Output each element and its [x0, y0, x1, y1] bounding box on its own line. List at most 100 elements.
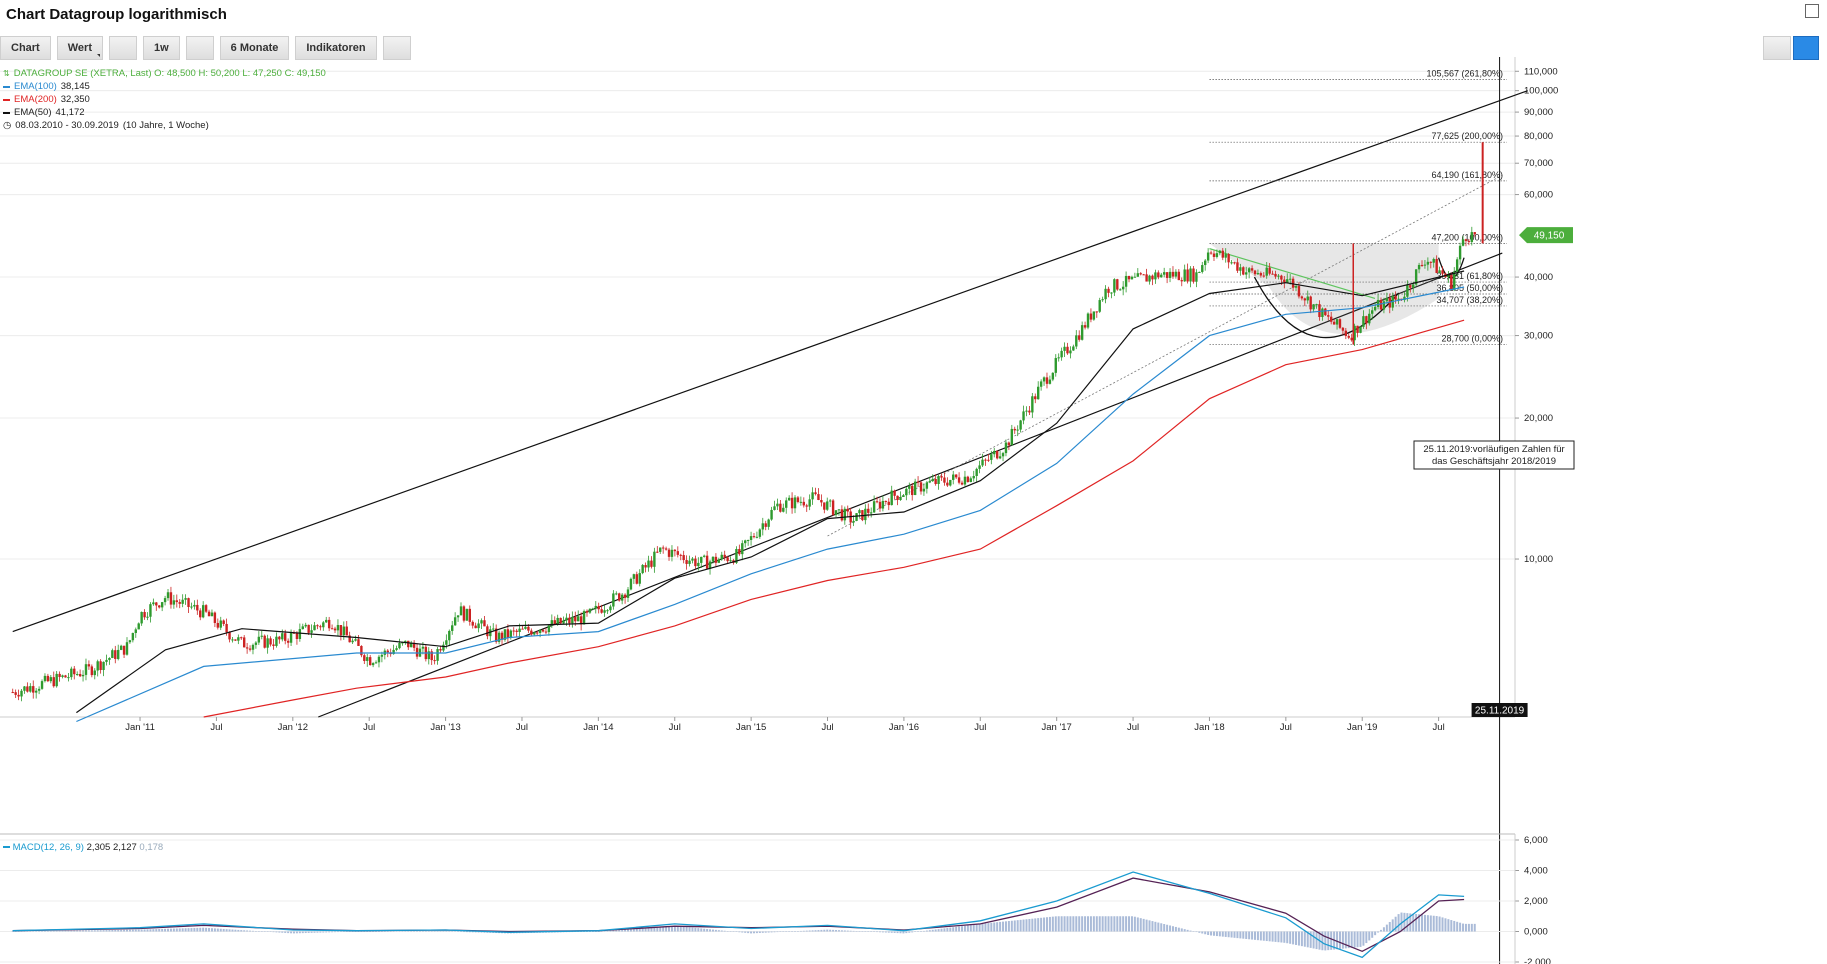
candle-body	[436, 649, 439, 661]
wert-menu-button[interactable]: Wert	[56, 36, 103, 60]
macd-histogram-bar	[1371, 931, 1374, 938]
macd-histogram-bar	[1160, 923, 1163, 932]
candle-body	[339, 625, 343, 636]
candle-body	[1414, 269, 1418, 285]
macd-histogram-bar	[46, 930, 49, 932]
candle-body	[512, 630, 515, 632]
candle-body	[1233, 262, 1236, 264]
candle-body	[902, 495, 905, 498]
macd-histogram-bar	[934, 929, 937, 932]
candle-body	[875, 501, 879, 503]
y-tick-label: 100,000	[1524, 86, 1558, 97]
interval-button[interactable]: 1w	[142, 36, 180, 60]
candle-body	[814, 492, 817, 495]
view-option-active-button[interactable]	[1793, 36, 1819, 60]
macd-histogram-bar	[418, 931, 421, 932]
candle-body	[111, 650, 114, 658]
macd-histogram-bar	[905, 931, 908, 934]
macd-histogram-bar	[231, 929, 234, 932]
candle-body	[805, 505, 808, 507]
macd-histogram-bar	[656, 927, 659, 932]
indicators-button[interactable]: Indikatoren	[295, 36, 377, 60]
macd-histogram-bar	[876, 931, 879, 933]
candle-body	[708, 561, 712, 569]
candle-body	[1130, 276, 1134, 280]
macd-histogram-bar	[799, 930, 802, 932]
candle-body	[867, 508, 870, 513]
candle-body	[34, 690, 38, 693]
candle-body	[823, 502, 826, 510]
candle-body	[893, 490, 896, 496]
clock-icon: ◷	[3, 120, 12, 131]
blank-button[interactable]	[185, 36, 214, 60]
macd-histogram-bar	[682, 926, 685, 932]
macd-histogram-bar	[1397, 914, 1400, 932]
blank-button[interactable]	[382, 36, 411, 60]
range-button[interactable]: 6 Monate	[219, 36, 290, 60]
macd-histogram-bar	[445, 931, 448, 932]
macd-histogram-bar	[1207, 931, 1210, 935]
chevron-down-icon	[96, 54, 100, 57]
macd-histogram-bar	[717, 930, 720, 932]
candle-body	[758, 529, 762, 537]
macd-histogram-bar	[313, 931, 316, 933]
macd-histogram-bar	[41, 931, 44, 932]
candle-body	[289, 632, 293, 643]
candle-body	[477, 623, 480, 629]
candle-body	[146, 616, 149, 618]
candle-body	[1247, 268, 1251, 273]
macd-histogram-bar	[1148, 920, 1151, 932]
macd-histogram-bar	[1409, 913, 1412, 932]
macd-histogram-bar	[612, 930, 615, 932]
candle-body	[954, 474, 958, 478]
fullscreen-icon[interactable]	[1805, 4, 1819, 18]
macd-histogram-bar	[1254, 931, 1257, 940]
macd-histogram-bar	[1464, 923, 1467, 932]
blank-button[interactable]	[108, 36, 137, 60]
macd-histogram-bar	[1066, 916, 1069, 932]
macd-histogram-bar	[618, 929, 621, 932]
candle-body	[960, 482, 964, 485]
macd-histogram-bar	[336, 931, 339, 933]
candle-body	[494, 628, 498, 642]
candle-body	[998, 456, 1002, 459]
candle-body	[1001, 453, 1005, 457]
macd-histogram-bar	[1353, 931, 1356, 948]
macd-histogram-bar	[111, 930, 114, 932]
view-option-button[interactable]	[1763, 36, 1791, 60]
chart-menu-button[interactable]: Chart	[0, 36, 51, 60]
macd-histogram-bar	[416, 931, 419, 932]
candle-body	[1072, 346, 1075, 351]
candle-body	[219, 620, 222, 628]
candle-body	[1467, 241, 1471, 243]
candle-body	[799, 501, 803, 503]
candle-body	[134, 629, 137, 633]
macd-histogram-bar	[1233, 931, 1236, 938]
macd-histogram-bar	[281, 931, 284, 933]
candle-body	[301, 626, 304, 630]
macd-histogram-bar	[251, 930, 254, 932]
candle-body	[14, 692, 17, 695]
candle-body	[720, 554, 723, 560]
candle-body	[1438, 270, 1441, 273]
x-tick-label: Jul	[516, 722, 528, 733]
macd-histogram-bar	[1174, 926, 1177, 932]
macd-histogram-bar	[764, 931, 767, 933]
candle-body	[333, 628, 337, 631]
macd-histogram-bar	[325, 931, 328, 933]
candle-body	[1209, 252, 1213, 254]
macd-histogram-bar	[1303, 931, 1306, 947]
macd-histogram-bar	[840, 930, 843, 932]
candle-body	[559, 617, 562, 624]
macd-histogram-bar	[392, 931, 395, 932]
macd-histogram-bar	[477, 931, 480, 933]
candle-body	[20, 690, 23, 697]
macd-histogram-bar	[143, 929, 146, 932]
candle-body	[248, 648, 252, 650]
macd-histogram-bar	[1122, 916, 1125, 932]
candle-body	[603, 610, 606, 613]
macd-histogram-bar	[87, 930, 90, 932]
candle-body	[562, 620, 565, 624]
macd-histogram-bar	[1362, 931, 1365, 946]
